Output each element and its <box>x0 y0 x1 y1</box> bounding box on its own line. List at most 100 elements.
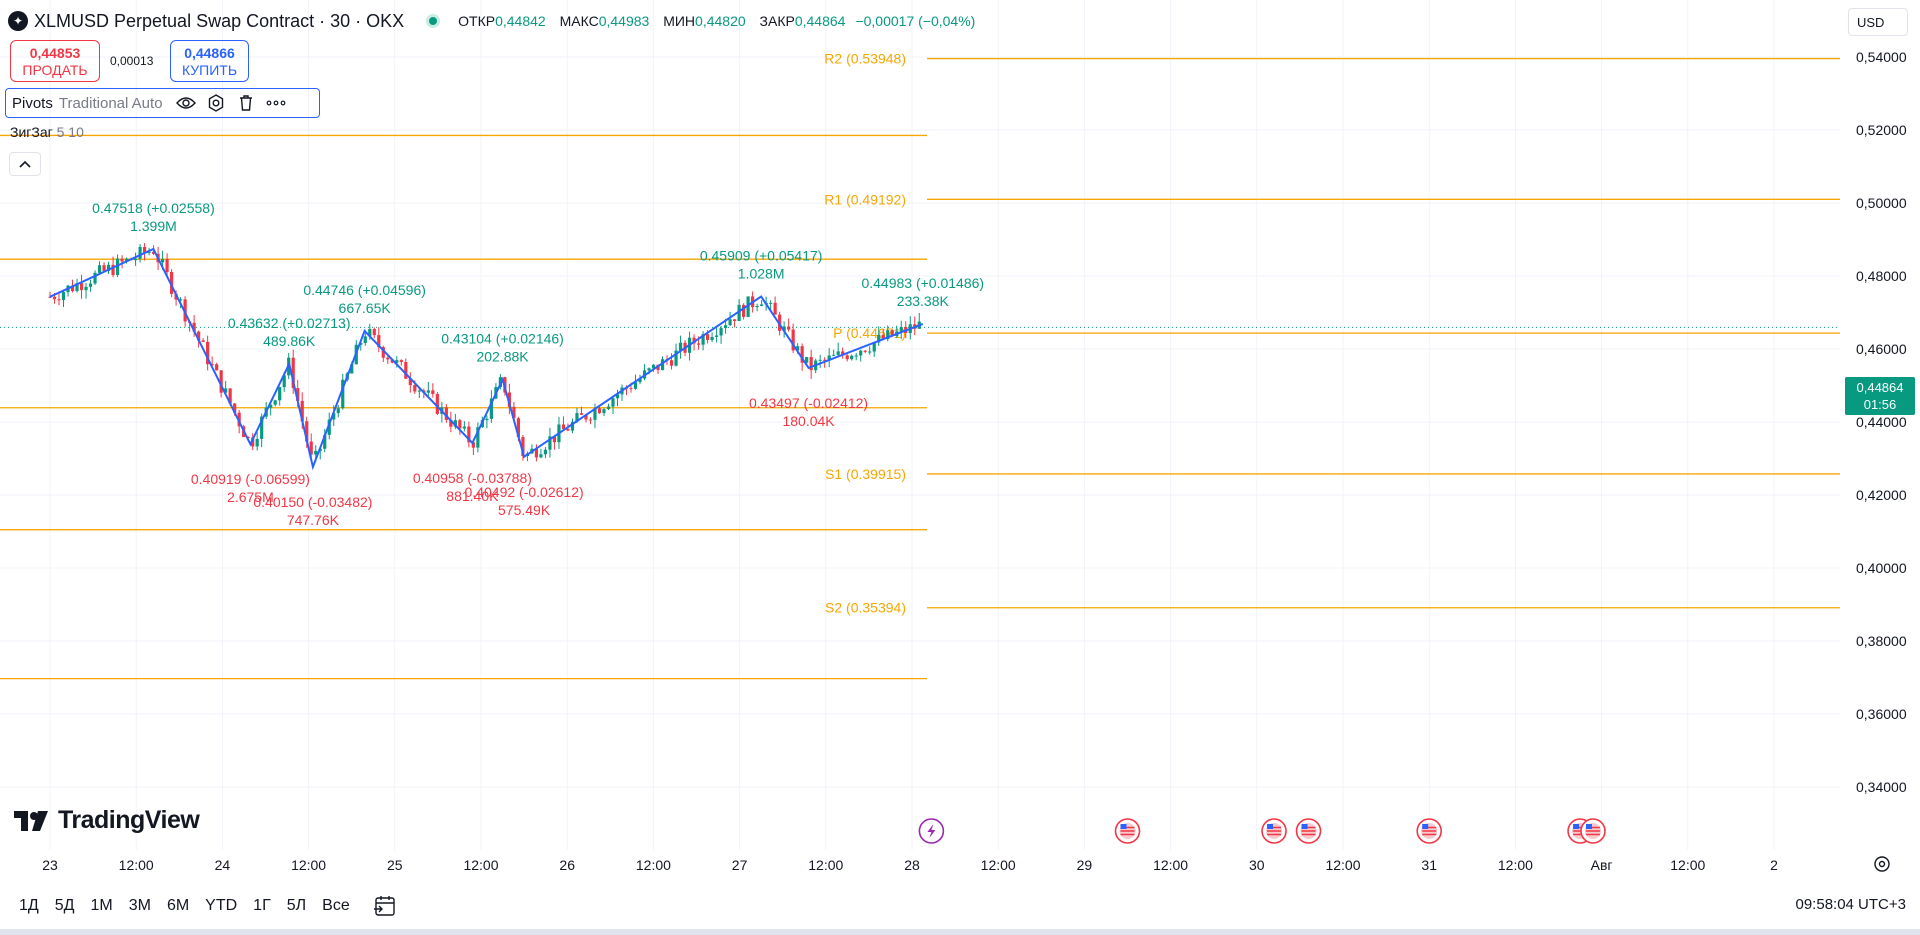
zigzag-price-label: 0.45909 (+0.05417) <box>700 247 823 263</box>
candle-body <box>467 426 471 443</box>
candle-body <box>179 299 183 301</box>
candle-body <box>561 424 566 429</box>
candle-body <box>52 296 57 300</box>
candle-body <box>714 335 719 337</box>
zigzag-price-label: 0.40958 (-0.03788) <box>413 470 532 486</box>
pivots-indicator-legend[interactable]: Pivots Traditional Auto <box>5 88 320 118</box>
spread-value: 0,00013 <box>110 54 154 68</box>
close-label: ЗАКР <box>759 13 795 29</box>
candle-body <box>516 418 521 438</box>
candle-body <box>881 334 885 340</box>
range-1y-button[interactable]: 1Г <box>253 897 271 914</box>
range-5y-button[interactable]: 5Л <box>286 897 307 914</box>
candle-body <box>638 378 642 383</box>
last-price-value: 0,44864 <box>1856 380 1904 395</box>
currency-selector[interactable]: USD <box>1848 8 1908 36</box>
candle-body <box>260 416 264 439</box>
settings-icon <box>1874 856 1890 872</box>
trash-icon[interactable] <box>233 91 259 115</box>
candle-body <box>859 350 863 356</box>
candle-body <box>115 258 120 276</box>
candle-body <box>899 327 903 332</box>
candle-body <box>539 454 543 458</box>
clock-timezone[interactable]: 09:58:04 UTC+3 <box>1795 896 1907 913</box>
candle-body <box>201 340 205 342</box>
candle-body <box>408 378 412 386</box>
range-3m-button[interactable]: 3М <box>128 897 151 914</box>
candle-body <box>669 360 674 366</box>
candle-body <box>395 360 399 363</box>
candle-body <box>805 357 809 363</box>
candle-body <box>404 361 408 379</box>
price-tick-label: 0,36000 <box>1856 706 1907 722</box>
tradingview-logo-icon <box>14 810 48 831</box>
time-tick-label: 24 <box>215 857 231 873</box>
candle-body <box>606 406 611 410</box>
pivots-name: Pivots <box>12 94 53 112</box>
candle-body <box>332 413 336 420</box>
candle-body <box>485 418 489 421</box>
candle-body <box>579 413 584 415</box>
candle-body <box>760 304 764 306</box>
candle-body <box>233 403 237 413</box>
candle-body <box>97 265 102 273</box>
chart-settings-button[interactable] <box>1870 852 1894 876</box>
pivot-label-s2: S2 (0.35394) <box>825 600 906 616</box>
gear-icon[interactable] <box>203 91 229 115</box>
candle-body <box>381 347 385 358</box>
zigzag-labels: 0.47518 (+0.02558) 1.399M 0.40919 (-0.0659… <box>92 200 984 528</box>
candle-body <box>863 350 867 352</box>
time-tick-label: 31 <box>1421 857 1437 873</box>
pivots-params: Traditional Auto <box>58 94 163 112</box>
zigzag-indicator-legend[interactable]: ЗигЗаг 5 10 <box>10 124 84 140</box>
time-tick-label: 28 <box>904 857 920 873</box>
candle-body <box>809 357 813 371</box>
candle-body <box>872 342 876 352</box>
eye-icon[interactable] <box>173 91 199 115</box>
zigzag-params: 5 10 <box>56 124 84 140</box>
candle-body <box>296 388 300 401</box>
candle-body <box>841 351 845 356</box>
high-value: 0,44983 <box>598 13 650 29</box>
candle-body <box>372 329 376 336</box>
time-tick-label: 12:00 <box>1670 857 1705 873</box>
candle-body <box>300 400 304 422</box>
range-6m-button[interactable]: 6М <box>166 897 190 914</box>
time-tick-label: 12:00 <box>119 857 154 873</box>
symbol-title[interactable]: XLMUSD Perpetual Swap Contract · 30 · OK… <box>34 10 405 31</box>
buy-price: 0,44866 <box>184 45 235 61</box>
range-ytd-button[interactable]: YTD <box>205 897 238 914</box>
time-tick-label: 12:00 <box>1498 857 1533 873</box>
tradingview-logo[interactable]: TradingView <box>14 806 200 835</box>
sell-button[interactable]: 0,44853 ПРОДАТЬ <box>10 40 100 82</box>
close-value: 0,44864 <box>794 13 846 29</box>
candle-body <box>733 319 737 321</box>
candle-body <box>368 329 372 337</box>
candle-body <box>350 364 354 374</box>
candle-body <box>570 421 575 431</box>
time-tick-label: 12:00 <box>1153 857 1188 873</box>
range-1d-button[interactable]: 1Д <box>19 897 39 914</box>
candle-body <box>701 334 705 345</box>
candle-body <box>305 421 309 442</box>
range-5d-button[interactable]: 5Д <box>54 897 75 914</box>
range-all-button[interactable]: Все <box>322 897 350 914</box>
candle-body <box>147 251 151 254</box>
collapse-legend-button[interactable] <box>9 152 41 176</box>
zigzag-polyline <box>49 247 924 471</box>
buy-button[interactable]: 0,44866 КУПИТЬ <box>170 40 249 82</box>
candle-body <box>377 335 381 348</box>
range-1m-button[interactable]: 1М <box>90 897 113 914</box>
time-tick-label: 23 <box>42 857 58 873</box>
market-status-icon[interactable] <box>426 14 441 28</box>
buy-label: КУПИТЬ <box>181 62 238 78</box>
date-range-button[interactable] <box>371 892 399 920</box>
change-value: −0,00017 (−0,04%) <box>855 13 976 29</box>
low-value: 0,44820 <box>695 13 746 29</box>
candle-body <box>106 264 111 271</box>
more-icon[interactable] <box>263 91 289 115</box>
candle-body <box>273 400 277 405</box>
candle-body <box>70 285 75 292</box>
